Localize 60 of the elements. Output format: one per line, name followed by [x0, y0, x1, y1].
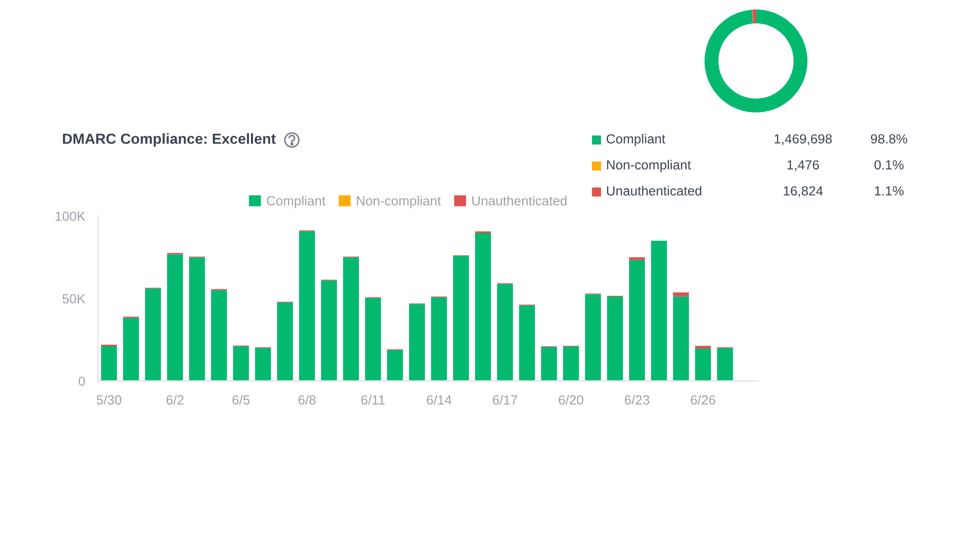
x-tick-label: 6/2 — [166, 394, 184, 405]
bar — [387, 350, 403, 381]
bar — [585, 294, 601, 381]
legend-label: Unauthenticated — [472, 196, 567, 206]
x-tick-label: 6/11 — [361, 394, 385, 405]
x-tick-label: 5/30 — [96, 394, 122, 405]
donut-slice — [752, 10, 756, 24]
bar — [145, 288, 161, 381]
bar — [343, 257, 359, 381]
bar — [607, 296, 623, 381]
y-tick-label: 100K — [56, 212, 86, 221]
bar — [651, 240, 667, 381]
bar — [365, 298, 381, 381]
bar — [409, 304, 425, 381]
bar — [475, 232, 491, 381]
bar — [519, 305, 535, 381]
legend-label: Compliant — [266, 196, 326, 208]
x-tick-label: 6/26 — [690, 394, 716, 405]
bar — [123, 318, 139, 381]
text: 98.8% — [870, 134, 908, 144]
bar — [189, 257, 205, 381]
text: 0.1% — [874, 160, 904, 170]
bar — [629, 260, 645, 381]
legend-label: Non-compliant — [356, 196, 441, 208]
data-label: 1,469,698 — [774, 134, 832, 146]
legend-label: Compliant — [606, 134, 666, 146]
bar — [255, 348, 271, 381]
y-tick-label: 0 — [78, 376, 85, 386]
x-tick-label: 6/8 — [298, 394, 316, 405]
x-tick-label: 6/17 — [492, 394, 518, 405]
donut-slice — [704, 10, 808, 112]
bar — [541, 346, 557, 381]
bar — [717, 348, 733, 381]
bar — [673, 292, 689, 296]
bar — [233, 346, 249, 381]
x-tick-label: 6/5 — [232, 394, 250, 405]
text: 1.1% — [874, 186, 904, 196]
bar — [431, 297, 447, 381]
y-tick-label: 50K — [62, 294, 86, 304]
x-tick-label: 6/14 — [426, 394, 452, 405]
bar — [563, 346, 579, 381]
chart-title: DMARC Compliance: Excellent — [62, 133, 276, 147]
x-tick-label: 6/23 — [624, 394, 650, 405]
bar — [453, 256, 469, 381]
bar — [695, 348, 711, 381]
bar — [299, 231, 315, 381]
legend-label: Non-compliant — [607, 160, 691, 172]
bar — [101, 346, 117, 381]
data-label: 1,476 — [788, 160, 819, 172]
bar — [321, 280, 337, 381]
bar — [629, 257, 645, 260]
legend-label: Unauthenticated — [607, 186, 702, 196]
bar — [673, 296, 689, 381]
bar — [497, 284, 513, 381]
x-tick-label: 6/20 — [558, 394, 584, 405]
bar — [167, 254, 183, 381]
bar — [277, 302, 293, 381]
data-label: 16,824 — [784, 186, 823, 198]
bar — [211, 290, 227, 381]
bar — [695, 346, 711, 348]
